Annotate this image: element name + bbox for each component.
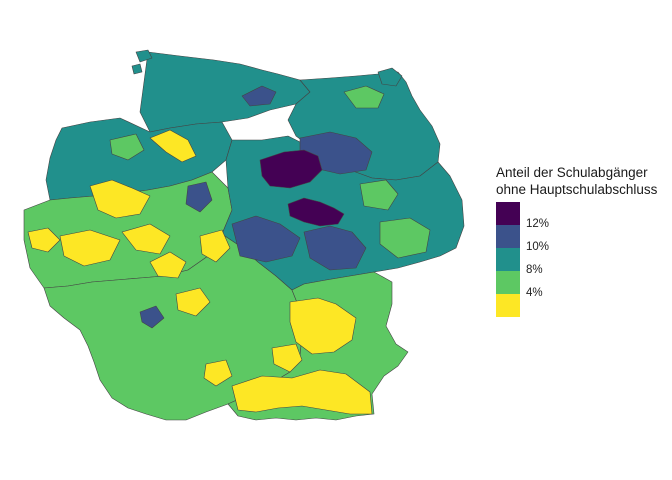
legend-key-high xyxy=(496,225,520,248)
region-very-high xyxy=(287,197,345,227)
map-legend: Anteil der Schulabgänger ohne Hauptschul… xyxy=(496,164,657,318)
legend-key-low xyxy=(496,271,520,294)
legend-label-10: 10% xyxy=(526,241,550,253)
legend-title-line-1: Anteil der Schulabgänger xyxy=(496,165,648,180)
region-low xyxy=(343,85,385,109)
region-very-low xyxy=(149,251,187,279)
region-very-low xyxy=(289,297,357,355)
region-high xyxy=(139,305,165,329)
legend-label-4: 4% xyxy=(526,287,543,299)
legend-key-very-high xyxy=(496,202,520,225)
region-low xyxy=(379,217,431,259)
region-very-low xyxy=(89,179,151,219)
legend-label-8: 8% xyxy=(526,264,543,276)
region-north-west xyxy=(139,51,311,133)
region-island xyxy=(135,49,153,63)
region-very-low xyxy=(149,129,197,163)
legend-label-12: 12% xyxy=(526,218,550,230)
region-high xyxy=(231,215,301,263)
region-low xyxy=(109,133,145,161)
legend-keys: 12% 10% 8% 4% xyxy=(496,202,616,318)
region-low xyxy=(359,179,399,211)
region-very-low xyxy=(175,287,211,317)
region-very-low xyxy=(203,359,233,387)
region-very-low xyxy=(59,229,121,267)
region-high xyxy=(241,85,277,107)
region-very-low xyxy=(27,227,61,253)
legend-title-line-2: ohne Hauptschulabschluss xyxy=(496,182,658,197)
legend-key-mid xyxy=(496,248,520,271)
region-high xyxy=(185,181,213,213)
region-very-high xyxy=(259,149,323,189)
region-island xyxy=(377,67,403,87)
region-high xyxy=(303,225,367,271)
region-very-low xyxy=(271,343,303,373)
legend-key-very-low xyxy=(496,294,520,317)
region-very-low xyxy=(199,229,231,263)
region-island xyxy=(131,63,143,75)
region-very-low xyxy=(231,369,373,415)
region-very-low xyxy=(121,223,171,255)
